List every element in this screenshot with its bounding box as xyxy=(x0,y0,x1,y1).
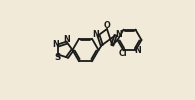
Text: S: S xyxy=(55,53,61,62)
Text: N: N xyxy=(52,40,59,49)
Text: N: N xyxy=(64,35,70,44)
Text: N: N xyxy=(134,46,141,55)
Text: Cl: Cl xyxy=(118,49,127,58)
Text: N: N xyxy=(92,30,99,39)
Text: N: N xyxy=(115,30,122,39)
Text: O: O xyxy=(104,22,111,30)
